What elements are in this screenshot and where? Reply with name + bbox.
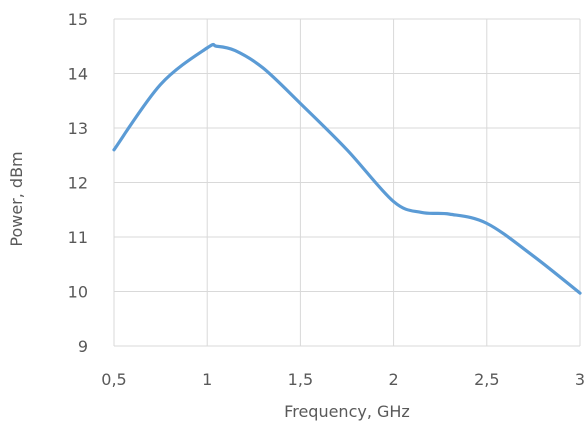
x-tick-label: 1,5 [288,370,313,389]
x-tick-label: 1 [202,370,212,389]
series-line [112,42,582,295]
gridlines [113,18,581,347]
y-tick-label: 14 [68,65,88,84]
x-tick-label: 2 [389,370,399,389]
y-tick-label: 15 [68,10,88,29]
y-tick-label: 12 [68,174,88,193]
x-axis-title: Frequency, GHz [284,402,410,421]
x-tick-label: 3 [575,370,585,389]
y-axis-ticks: 9 10 11 12 13 14 15 [68,10,88,356]
series-layer [112,42,582,295]
x-tick-label: 2,5 [474,370,499,389]
x-tick-label: 0,5 [101,370,126,389]
y-tick-label: 11 [68,228,88,247]
x-axis-ticks: 0,5 1 1,5 2 2,5 3 [101,370,585,389]
y-axis-title: Power, dBm [7,151,26,246]
y-tick-label: 9 [78,337,88,356]
y-tick-label: 10 [68,283,88,302]
y-tick-label: 13 [68,119,88,138]
